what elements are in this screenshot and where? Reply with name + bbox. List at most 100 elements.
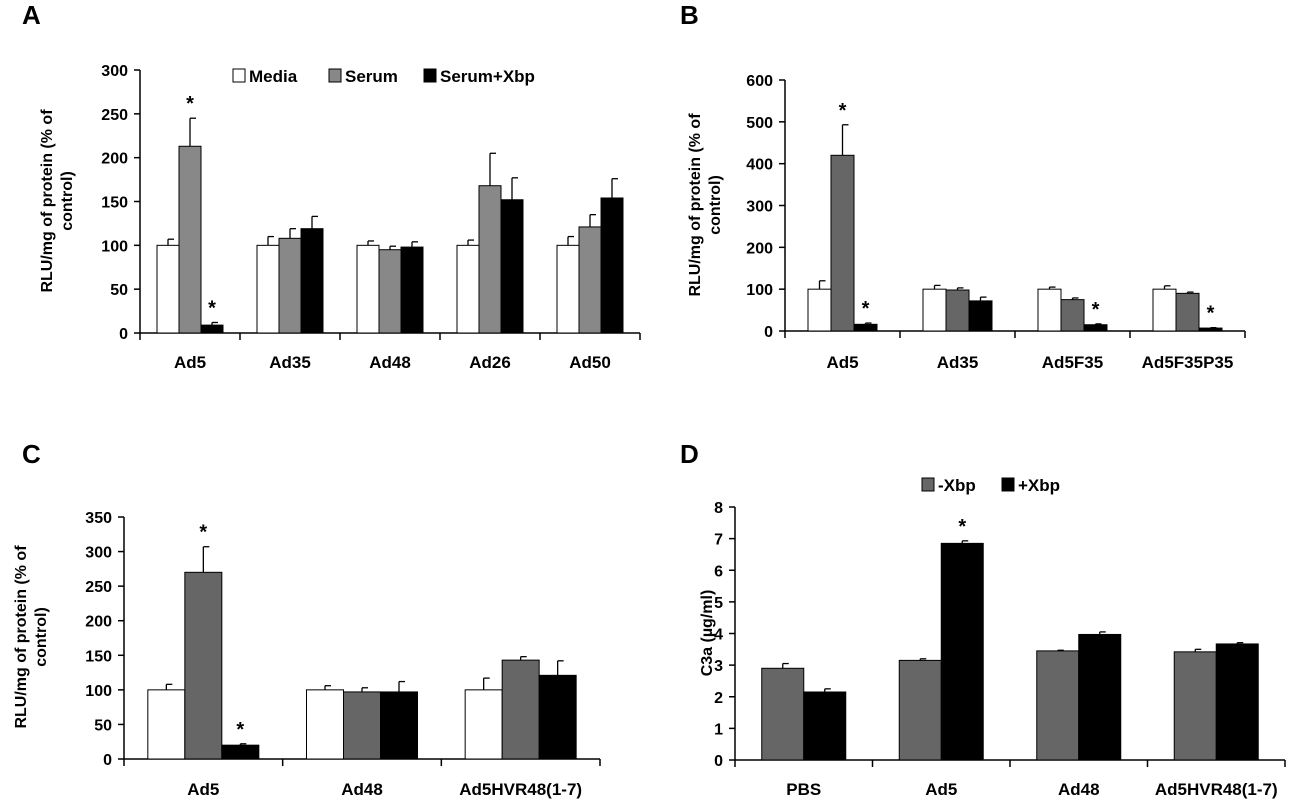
panel-d-bar [761, 667, 805, 761]
chart-panel-c: 0 50 100 150 200 250 300 350 RLU/mg of protein (… [13, 510, 601, 799]
panel-a-bar [356, 244, 380, 334]
panel-a-legend-label: Serum [345, 67, 398, 86]
panel-letter-b: B [680, 0, 699, 30]
panel-b-y-axis-label: RLU/mg of protein (% of control) [687, 113, 724, 297]
panel-d-y-axis-label: C3a (µg/ml) [699, 590, 716, 677]
panel-d-category-label: Ad5 [925, 780, 957, 799]
panel-c-category-label: Ad5HVR48(1-7) [459, 780, 582, 799]
panel-c-bar [380, 691, 418, 760]
panel-d-y-tick-label: 8 [714, 500, 723, 517]
panel-d-legend-label: +Xbp [1018, 476, 1060, 495]
panel-d-y-tick-label: 5 [714, 595, 723, 612]
panel-d-bar [1173, 651, 1217, 761]
panel-d-category-label: Ad48 [1058, 780, 1100, 799]
panel-c-y-tick-label: 0 [103, 752, 112, 769]
panel-c-y-tick-label: 250 [85, 579, 112, 596]
panel-a-y-tick-label: 50 [110, 282, 128, 299]
panel-b-bar [807, 288, 832, 332]
panel-d-bar [1036, 650, 1080, 761]
panel-b-bar [1083, 324, 1108, 332]
panel-c-y-axis-label: RLU/mg of protein (% of control) [13, 545, 50, 729]
panel-a-y-tick-label: 300 [101, 63, 128, 80]
panel-a-bar [600, 197, 624, 334]
panel-a-legend-swatch [328, 68, 342, 83]
panel-c-bar [221, 744, 260, 760]
panel-c-y-tick-label: 50 [94, 717, 112, 734]
chart-panel-a: 0 50 100 150 200 250 300 RLU/mg of protein (% o… [39, 63, 641, 372]
panel-c-y-tick-label: 350 [85, 510, 112, 527]
panel-d-y-tick-label: 0 [714, 753, 723, 770]
panel-b-significance-star: * [862, 298, 870, 320]
panel-d-y-tick-label: 1 [714, 721, 723, 738]
chart-panel-d: 0 1 2 3 4 5 6 7 8 C3a (µg/ml) PBS Ad5 Ad48 Ad5HVR48(1… [699, 476, 1286, 799]
panel-b-y-tick-label: 500 [746, 115, 773, 132]
panel-b-y-tick-label: 200 [746, 240, 773, 257]
panel-d-legend-label: -Xbp [938, 476, 976, 495]
panel-a-significance-star: * [186, 93, 194, 115]
panel-b-bar [830, 154, 855, 332]
panel-a-y-tick-label: 100 [101, 238, 128, 255]
panel-c-y-axis-label-line: control) [33, 607, 50, 667]
panel-a-y-tick-label: 150 [101, 195, 128, 212]
panel-a-bar [178, 145, 202, 334]
panel-d-bar [803, 691, 847, 761]
panel-a-y-axis-label-line: control) [59, 171, 76, 231]
panel-b-bar [945, 289, 970, 332]
panel-a-category-label: Ad5 [174, 353, 206, 372]
panel-b-bar [1060, 299, 1085, 332]
panel-b-bar [1037, 288, 1062, 332]
panel-a-bar [578, 226, 602, 334]
panel-c-bar [184, 571, 223, 760]
panel-d-y-tick-label: 2 [714, 690, 723, 707]
panel-a-bar [456, 244, 480, 334]
panel-d-y-tick-label: 3 [714, 658, 723, 675]
panel-a-y-tick-label: 250 [101, 107, 128, 124]
panel-c-bar [464, 689, 503, 760]
panel-c-bar [147, 689, 186, 760]
panel-d-legend-swatch [921, 477, 935, 492]
panel-a-y-tick-label: 0 [119, 326, 128, 343]
panel-d-bar [940, 542, 984, 761]
panel-a-bar [200, 324, 224, 334]
panel-c-y-tick-label: 300 [85, 545, 112, 562]
panel-b-y-tick-label: 600 [746, 73, 773, 90]
panel-c-y-tick-label: 150 [85, 648, 112, 665]
panel-c-bar [501, 659, 540, 760]
panel-b-significance-star: * [1092, 299, 1100, 321]
panel-a-bar [256, 244, 280, 334]
panel-a-y-axis-label-line: RLU/mg of protein (% of [39, 109, 56, 293]
panel-c-y-axis-label-line: RLU/mg of protein (% of [13, 545, 30, 729]
panel-a-category-label: Ad50 [569, 353, 611, 372]
panel-c-bar [306, 689, 344, 760]
panel-b-bar [968, 300, 993, 332]
panel-b-category-label: Ad5F35 [1042, 353, 1103, 372]
panel-c-category-label: Ad5 [187, 780, 219, 799]
chart-panel-b: 0 100 200 300 400 500 600 RLU/mg of protein (% … [687, 73, 1246, 372]
panel-d-bar [1215, 643, 1259, 761]
panel-d-category-label: PBS [786, 780, 821, 799]
panel-c-bar [538, 674, 577, 760]
panel-a-bar [478, 185, 502, 334]
panel-b-category-label: Ad5F35P35 [1142, 353, 1234, 372]
panel-d-category-label: Ad5HVR48(1-7) [1155, 780, 1278, 799]
panel-d-y-tick-label: 4 [714, 627, 723, 644]
panel-letter-d: D [680, 439, 699, 469]
panel-c-bar [343, 691, 381, 760]
panel-b-bar [1198, 327, 1223, 332]
panel-b-significance-star: * [1207, 303, 1215, 325]
panel-b-category-label: Ad5 [826, 353, 858, 372]
panel-b-y-tick-label: 300 [746, 199, 773, 216]
panel-b-bar [922, 288, 947, 332]
panel-b-bar [1175, 292, 1200, 332]
panel-b-y-axis-label-line: control) [707, 175, 724, 235]
panel-d-bar [898, 659, 942, 761]
panel-a-legend-swatch [232, 68, 246, 83]
panel-a-bar [400, 246, 424, 334]
panel-d-y-tick-label: 6 [714, 563, 723, 580]
panel-a-bar [278, 237, 302, 334]
panel-b-bar [853, 323, 878, 332]
panel-a-bar [500, 199, 524, 334]
panel-a-legend-label: Media [249, 67, 298, 86]
panel-b-significance-star: * [839, 100, 847, 122]
